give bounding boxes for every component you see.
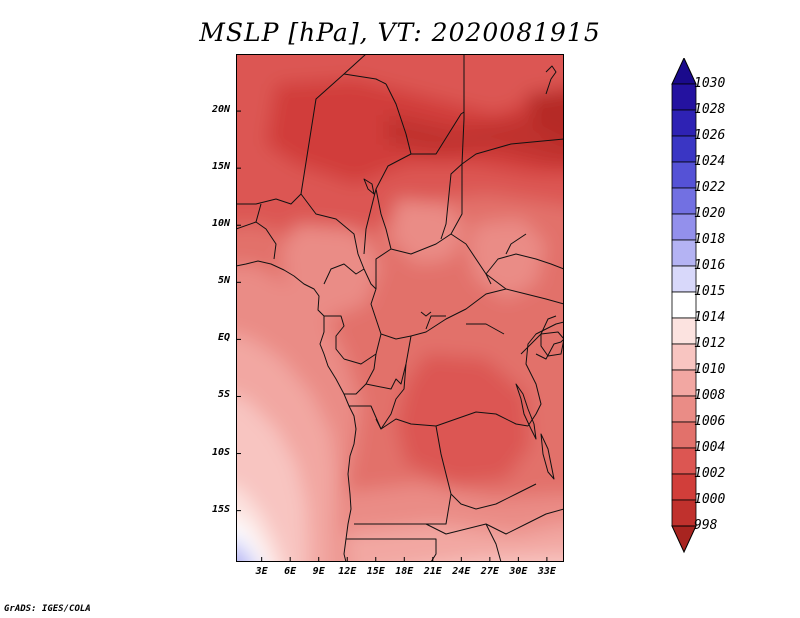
- legend-swatch: [671, 473, 697, 501]
- map-panel: [236, 54, 564, 562]
- credit-text: GrADS: IGES/COLA: [4, 604, 91, 614]
- color-legend: [671, 58, 697, 554]
- country-borders: [236, 54, 564, 562]
- lon-tick-label: 3E: [255, 566, 268, 577]
- lon-tick-label: 9E: [312, 566, 325, 577]
- legend-swatch: [671, 161, 697, 189]
- legend-swatch: [671, 369, 697, 397]
- legend-value: 1012: [694, 336, 726, 351]
- lat-tick-label: 15N: [211, 161, 230, 173]
- legend-value: 1016: [694, 258, 726, 273]
- legend-value: 1028: [694, 102, 726, 117]
- lat-tick-label: 5N: [217, 275, 230, 287]
- pressure-field: [236, 54, 564, 562]
- legend-value: 1018: [694, 232, 726, 247]
- legend-value: 1002: [694, 466, 726, 481]
- lat-tick-label: 15S: [211, 503, 230, 515]
- lon-tick-label: 21E: [423, 566, 442, 577]
- legend-swatch: [671, 447, 697, 475]
- legend-value: 1015: [694, 284, 726, 299]
- legend-arrow-top: [671, 58, 697, 85]
- chart-title: MSLP [hPa], VT: 2020081915: [199, 18, 601, 47]
- legend-value: 1010: [694, 362, 726, 377]
- legend-value: 1020: [694, 206, 726, 221]
- legend-value: 1026: [694, 128, 726, 143]
- legend-value: 1006: [694, 414, 726, 429]
- lat-tick-label: 5S: [217, 389, 230, 401]
- lon-tick-label: 33E: [537, 566, 556, 577]
- lon-tick-label: 12E: [338, 566, 357, 577]
- legend-value: 1008: [694, 388, 726, 403]
- legend-value: 1030: [694, 76, 726, 91]
- lon-tick-label: 24E: [452, 566, 471, 577]
- lon-tick-label: 27E: [480, 566, 499, 577]
- legend-value: 1004: [694, 440, 726, 455]
- legend-swatch: [671, 135, 697, 163]
- lat-tick-label: EQ: [217, 332, 230, 344]
- legend-value: 1022: [694, 180, 726, 195]
- legend-swatch: [671, 265, 697, 293]
- legend-value: 1024: [694, 154, 726, 169]
- legend-value: 1014: [694, 310, 726, 325]
- legend-swatch: [671, 343, 697, 371]
- legend-swatch: [671, 213, 697, 241]
- legend-swatch: [671, 109, 697, 137]
- legend-swatch: [671, 421, 697, 449]
- mslp-map: [236, 54, 564, 562]
- legend-swatch: [671, 317, 697, 345]
- lon-tick-label: 18E: [395, 566, 414, 577]
- legend-arrow-bottom: [671, 525, 697, 554]
- lon-tick-label: 15E: [366, 566, 385, 577]
- legend-swatch: [671, 83, 697, 111]
- lat-tick-label: 10N: [211, 218, 230, 230]
- legend-value: 1000: [694, 492, 726, 507]
- legend-value: 998: [694, 518, 718, 533]
- lat-tick-label: 20N: [211, 104, 230, 116]
- legend-swatch: [671, 187, 697, 215]
- legend-swatch: [671, 395, 697, 423]
- lat-tick-label: 10S: [211, 446, 230, 458]
- map-border: [236, 54, 564, 562]
- legend-swatch: [671, 239, 697, 267]
- lon-tick-label: 30E: [509, 566, 528, 577]
- legend-swatch: [671, 499, 697, 527]
- lon-tick-label: 6E: [284, 566, 297, 577]
- legend-swatch: [671, 291, 697, 319]
